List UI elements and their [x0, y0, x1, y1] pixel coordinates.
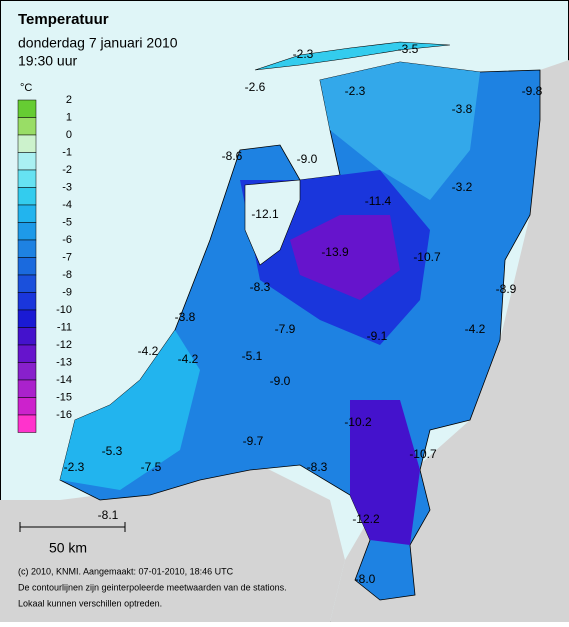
- legend-label: -9: [62, 286, 72, 298]
- legend-swatch: [17, 204, 37, 223]
- legend-label: 0: [66, 129, 72, 141]
- neighbour-land: [0, 465, 345, 622]
- legend-swatch: [17, 362, 37, 381]
- legend-label: -3: [62, 181, 72, 193]
- station-value: -10.7: [409, 447, 437, 461]
- station-value: -3.5: [398, 42, 419, 56]
- station-value: -7.9: [275, 322, 296, 336]
- footer-line: (c) 2010, KNMI. Aangemaakt: 07-01-2010, …: [18, 566, 234, 576]
- legend-swatch: [17, 292, 37, 311]
- station-value: -9.7: [243, 434, 264, 448]
- contour-area: [60, 330, 200, 490]
- contour-area: [320, 62, 480, 200]
- legend-swatch: [17, 169, 37, 188]
- station-value: -8.6: [222, 149, 243, 163]
- station-value: -9.8: [522, 84, 543, 98]
- title: Temperatuur: [18, 11, 109, 28]
- station-value: -2.6: [245, 80, 266, 94]
- legend-label: -6: [62, 234, 72, 246]
- legend-swatch: [17, 134, 37, 153]
- footer-line: Lokaal kunnen verschillen optreden.: [18, 598, 162, 608]
- legend-label: -4: [62, 199, 72, 211]
- station-value: -5.3: [102, 444, 123, 458]
- legend-swatch: [17, 397, 37, 416]
- legend-swatch: [17, 222, 37, 241]
- station-value: -12.2: [352, 512, 380, 526]
- station-value: -10.7: [413, 250, 441, 264]
- legend-swatch: [17, 117, 37, 136]
- ijsselmeer: [244, 179, 301, 266]
- islands: [254, 41, 451, 71]
- legend-unit: °C: [20, 82, 32, 94]
- date: donderdag 7 januari 2010: [18, 35, 178, 51]
- station-value: -4.2: [465, 322, 486, 336]
- station-value: -13.9: [321, 245, 349, 259]
- legend-swatch: [17, 152, 37, 171]
- station-value: -3.8: [175, 310, 196, 324]
- contour-area: [350, 400, 420, 545]
- footer-line: De contourlijnen zijn geinterpoleerde me…: [18, 582, 287, 592]
- legend-swatch: [17, 309, 37, 328]
- legend-label: -13: [56, 356, 72, 368]
- station-value: -2.3: [345, 84, 366, 98]
- station-value: -10.2: [344, 415, 372, 429]
- legend-swatch: [17, 379, 37, 398]
- station-value: -2.3: [293, 47, 314, 61]
- neighbour-land: [330, 0, 569, 622]
- legend-swatch: [17, 99, 37, 118]
- station-value: -7.5: [141, 460, 162, 474]
- station-value: -8.3: [307, 460, 328, 474]
- legend-swatch: [17, 187, 37, 206]
- legend-swatch: [17, 239, 37, 258]
- station-value: -2.3: [64, 460, 85, 474]
- station-value: -8.9: [496, 282, 517, 296]
- scale-label: 50 km: [49, 540, 87, 556]
- station-value: -8.0: [355, 572, 376, 586]
- legend-label: -7: [62, 251, 72, 263]
- legend-swatch: [17, 274, 37, 293]
- legend-label: -5: [62, 216, 72, 228]
- station-value: -12.1: [251, 207, 279, 221]
- legend-swatch: [17, 327, 37, 346]
- legend-label: -14: [56, 374, 72, 386]
- legend-swatch: [17, 257, 37, 276]
- station-value: -9.0: [297, 152, 318, 166]
- station-value: -3.8: [452, 102, 473, 116]
- station-value: -9.0: [270, 374, 291, 388]
- contour-area: [290, 215, 400, 300]
- time: 19:30 uur: [18, 53, 77, 69]
- legend-label: -15: [56, 391, 72, 403]
- legend-swatch: [17, 414, 37, 433]
- legend-label: -12: [56, 339, 72, 351]
- station-value: -8.1: [98, 508, 119, 522]
- legend-label: 1: [66, 111, 72, 123]
- legend-swatch: [17, 344, 37, 363]
- station-value: -8.3: [250, 280, 271, 294]
- station-value: -5.1: [242, 349, 263, 363]
- station-value: -11.4: [365, 194, 392, 208]
- station-value: -4.2: [138, 344, 159, 358]
- legend-label: 2: [66, 94, 72, 106]
- legend-label: -1: [62, 146, 72, 158]
- station-value: -3.2: [452, 180, 473, 194]
- legend-label: -16: [56, 409, 72, 421]
- legend-label: -8: [62, 269, 72, 281]
- legend-label: -11: [57, 321, 72, 333]
- station-value: -4.2: [178, 352, 199, 366]
- legend-label: -2: [62, 164, 72, 176]
- legend-label: -10: [56, 304, 72, 316]
- station-value: -9.1: [367, 329, 388, 343]
